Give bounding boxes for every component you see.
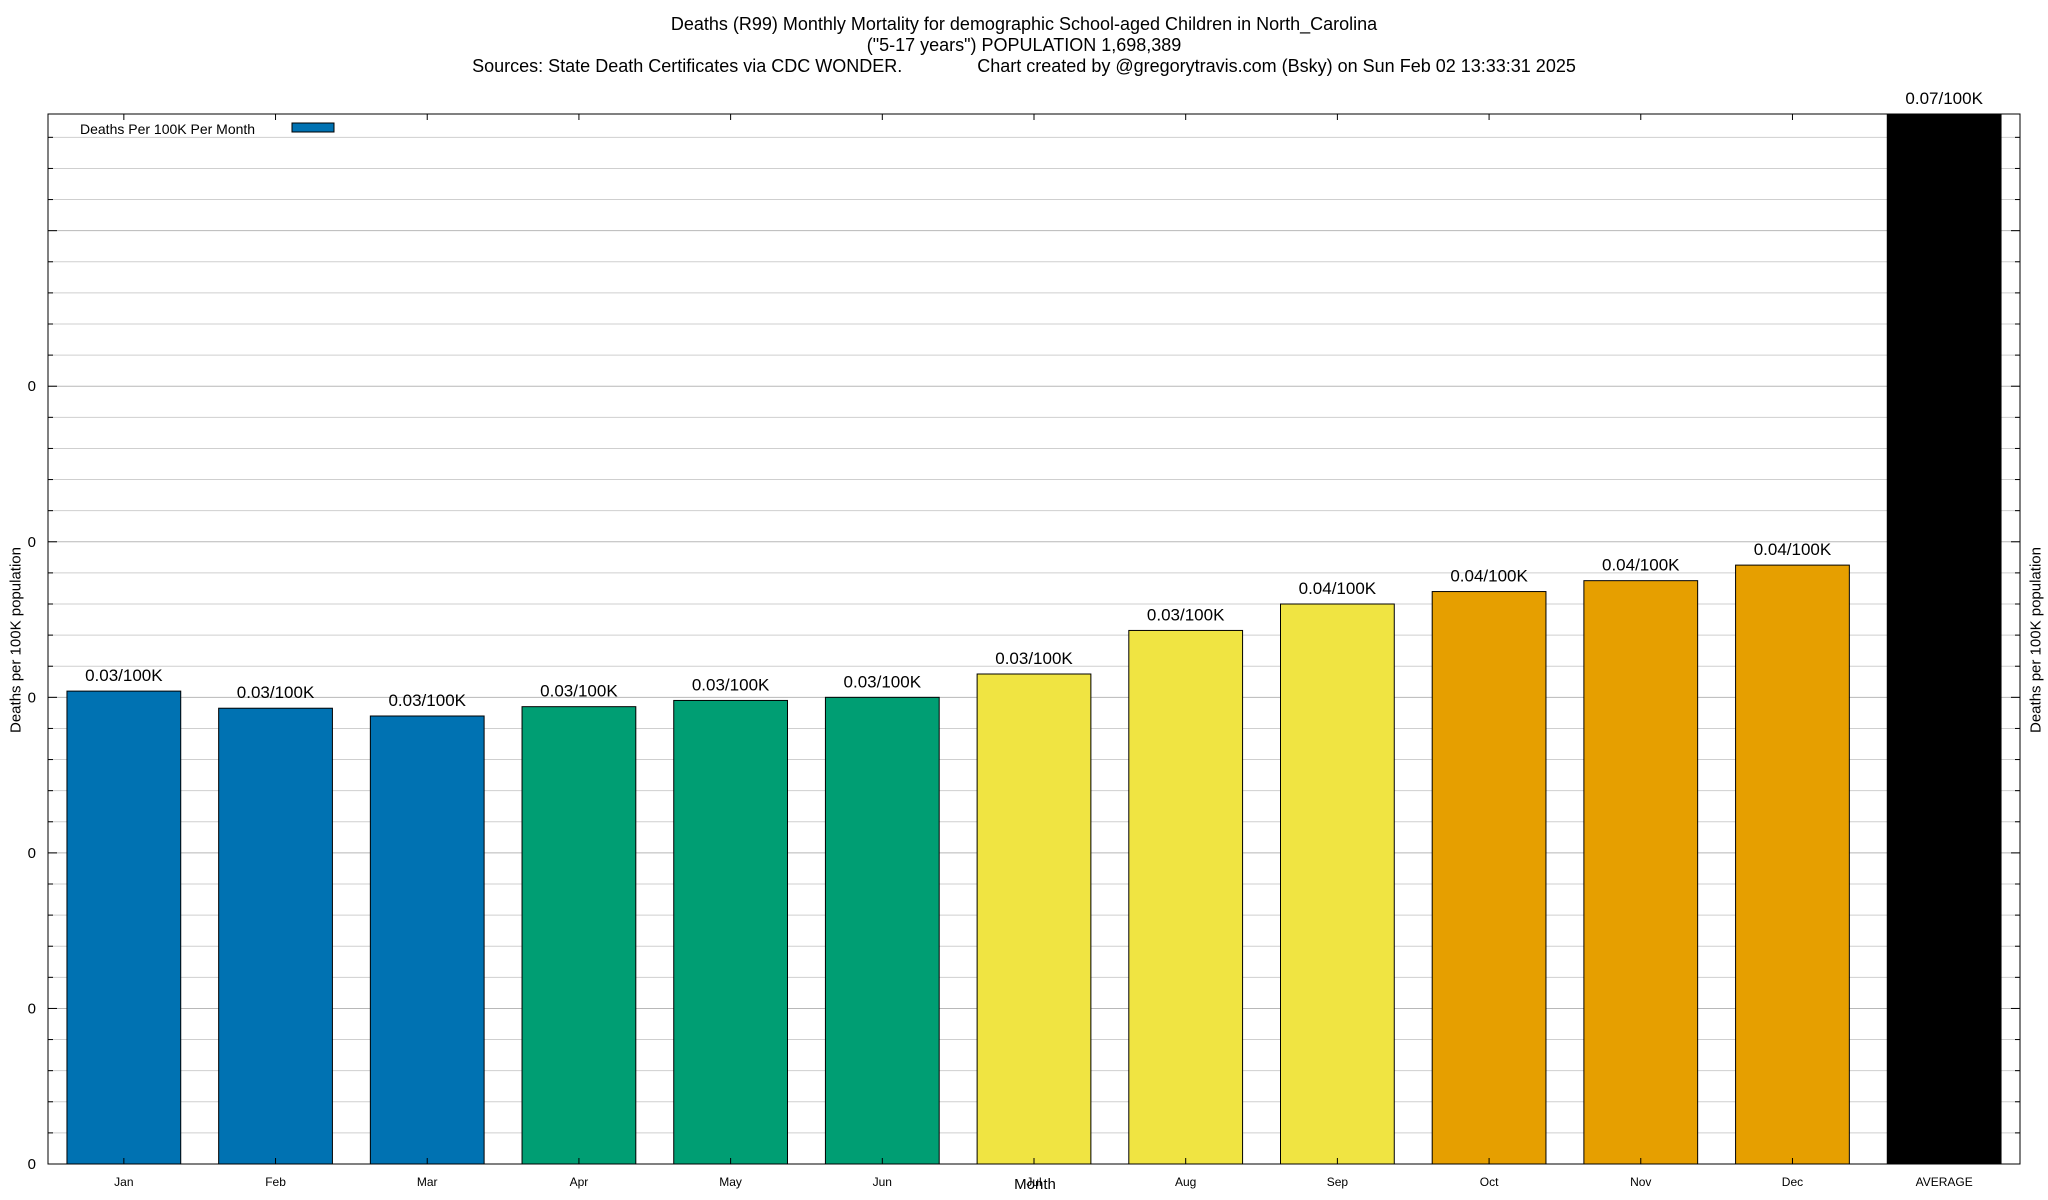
x-tick-label: Dec — [1782, 1175, 1803, 1189]
bar-jun — [824, 696, 940, 1165]
data-label: 0.07/100K — [1905, 89, 1983, 108]
data-label: 0.03/100K — [540, 682, 618, 701]
x-tick-label: May — [719, 1175, 742, 1189]
data-label: 0.03/100K — [692, 675, 770, 694]
x-tick-label: Aug — [1175, 1175, 1196, 1189]
bar-oct — [1431, 591, 1547, 1165]
y-tick-label: 0 — [28, 534, 36, 551]
data-label: 0.04/100K — [1299, 579, 1377, 598]
bar-jan — [66, 690, 182, 1165]
legend-swatch — [291, 122, 335, 133]
bar-nov — [1583, 580, 1699, 1165]
y-tick-label: 0 — [28, 1156, 36, 1173]
y-tick-label: 0 — [28, 1000, 36, 1017]
bar-mar — [369, 715, 485, 1165]
bar-apr — [521, 706, 637, 1165]
chart-title-line-3: Sources: State Death Certificates via CD… — [472, 56, 1576, 76]
data-label: 0.03/100K — [995, 649, 1073, 668]
x-tick-label: Oct — [1480, 1175, 1499, 1189]
y2-axis-label: Deaths per 100K population — [2027, 547, 2045, 733]
x-tick-label: AVERAGE — [1916, 1175, 1973, 1189]
x-tick-label: Sep — [1327, 1175, 1349, 1189]
x-axis-label: Month — [1014, 1176, 1056, 1193]
data-label: 0.03/100K — [388, 691, 466, 710]
x-tick-label: Feb — [265, 1175, 286, 1189]
x-tick-label: Mar — [417, 1175, 438, 1189]
legend-label: Deaths Per 100K Per Month — [80, 121, 255, 137]
bar-feb — [218, 707, 333, 1165]
data-label: 0.03/100K — [85, 666, 163, 685]
plot-border — [47, 113, 2021, 1165]
x-tick-label: Jun — [873, 1175, 892, 1189]
data-label: 0.03/100K — [237, 683, 315, 702]
chart-title: Deaths (R99) Monthly Mortality for demog… — [0, 14, 2048, 77]
bar-jul — [976, 673, 1092, 1165]
data-label: 0.04/100K — [1602, 556, 1680, 575]
x-tick-label: Jul — [1026, 1175, 1041, 1189]
data-label: 0.04/100K — [1754, 540, 1832, 559]
x-tick-label: Jan — [114, 1175, 133, 1189]
bar-average — [1886, 113, 2002, 1165]
data-label: 0.03/100K — [844, 672, 922, 691]
chart-title-line-1: Deaths (R99) Monthly Mortality for demog… — [670, 14, 1378, 34]
x-tick-label: Apr — [570, 1175, 589, 1189]
bar-sep — [1280, 603, 1395, 1165]
bar-dec — [1735, 564, 1850, 1165]
chart-title-line-2: ("5-17 years") POPULATION 1,698,389 — [866, 35, 1182, 55]
data-label: 0.03/100K — [1147, 605, 1225, 624]
y-tick-label: 0 — [28, 689, 36, 706]
bar-aug — [1128, 629, 1244, 1165]
y-axis-label: Deaths per 100K population — [7, 547, 25, 733]
y-tick-label: 0 — [28, 845, 36, 862]
bar-may — [673, 699, 789, 1165]
x-tick-label: Nov — [1630, 1175, 1651, 1189]
y-tick-label: 0 — [28, 378, 36, 395]
data-label: 0.04/100K — [1450, 567, 1528, 586]
